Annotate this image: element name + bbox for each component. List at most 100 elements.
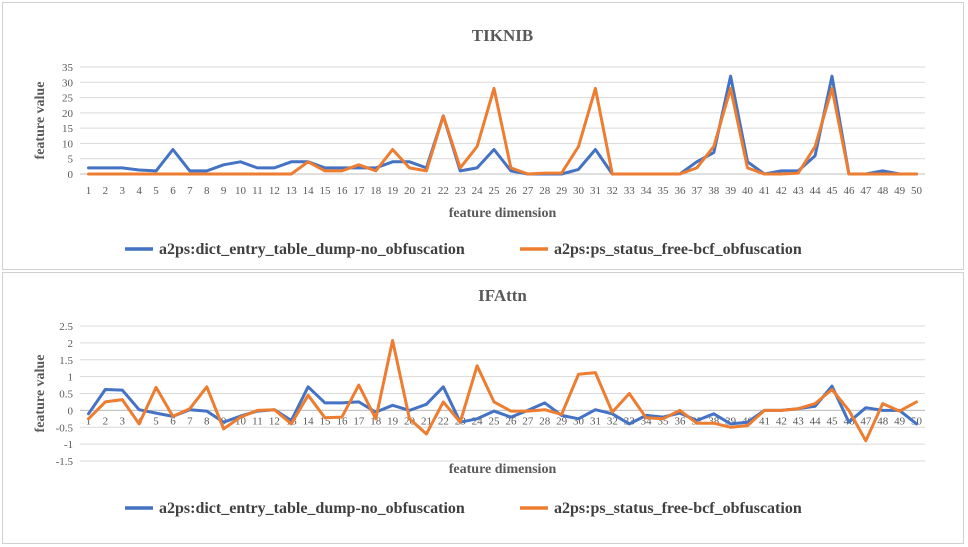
x-tick-label: 17 [353,185,365,197]
x-tick-label: 10 [235,415,247,427]
y-tick-label: 1 [68,372,74,384]
x-tick-label: 32 [607,185,618,197]
x-tick-label: 17 [353,415,365,427]
x-tick-label: 35 [658,185,670,197]
y-axis-title: feature value [33,82,48,160]
series-line-2 [87,86,918,176]
x-tick-label: 47 [860,185,872,197]
x-tick-label: 48 [877,415,889,427]
x-tick-label: 12 [269,185,280,197]
y-tick-label: 0 [68,405,74,417]
x-tick-label: 44 [810,185,822,197]
x-tick-label: 9 [221,185,227,197]
chart-title: TIKNIB [472,26,533,45]
x-tick-label: 43 [793,185,805,197]
y-tick-label: 30 [62,77,74,89]
chart-panel-tiknib: TIKNIB 0 5 10 15 20 25 30 35 1 2 3 4 5 6 7 8 9 10 11 12 13 14 1… [2,2,964,270]
x-tick-label: 29 [556,415,568,427]
x-tick-label: 36 [674,415,686,427]
x-tick-label: 14 [303,185,315,197]
legend-label-2: a2ps:ps_status_free-bcf_obfuscation [554,500,802,517]
x-tick-label: 41 [759,185,770,197]
x-tick-label: 41 [759,415,770,427]
x-tick-label: 50 [911,415,923,427]
y-tick-label: -1 [64,439,73,451]
legend-label-1: a2ps:dict_entry_table_dump-no_obfuscatio… [159,500,465,517]
y-tick-label: -0.5 [56,422,74,434]
x-tick-label: 11 [252,185,263,197]
y-tick-label: 5 [68,154,74,166]
chart-panel-ifattn: IFAttn -1.5 -1 -0.5 0 0.5 1 1.5 2 2.5 1 2 3 4 5 6 7 8 9 10 1… [2,272,964,544]
y-tick-label: 25 [62,93,74,105]
y-tick-label: 0.5 [59,389,73,401]
x-tick-label: 2 [103,185,109,197]
x-tick-label: 19 [387,415,399,427]
x-tick-label: 21 [421,185,432,197]
x-tick-label: 25 [489,415,501,427]
x-tick-label: 45 [827,185,839,197]
x-tick-label: 33 [624,185,636,197]
y-tick-label: 2.5 [59,321,73,333]
y-tick-label: 10 [62,138,74,150]
x-tick-label: 5 [153,185,159,197]
x-tick-label: 30 [573,415,585,427]
x-tick-label: 27 [522,415,534,427]
x-tick-label: 25 [489,185,501,197]
x-tick-label: 22 [438,185,449,197]
x-tick-label: 7 [187,185,193,197]
x-tick-label: 18 [370,185,382,197]
x-tick-label: 45 [827,415,839,427]
x-tick-label: 34 [641,185,653,197]
x-tick-label: 4 [136,185,142,197]
x-tick-label: 22 [438,415,449,427]
x-tick-label: 36 [674,185,686,197]
x-tick-label: 2 [103,415,109,427]
x-tick-label: 15 [320,185,332,197]
x-tick-label: 38 [708,415,720,427]
x-tick-label: 48 [877,185,889,197]
x-tick-label: 24 [472,185,484,197]
x-tick-label: 27 [522,185,534,197]
x-tick-label: 20 [404,185,416,197]
x-tick-label: 11 [252,415,263,427]
x-tick-label: 16 [336,415,348,427]
x-tick-label: 26 [505,415,517,427]
x-tick-label: 6 [170,415,176,427]
x-tick-label: 15 [320,415,332,427]
x-tick-label: 16 [336,185,348,197]
x-tick-label: 1 [86,185,92,197]
x-tick-label: 28 [539,185,551,197]
series-line-2 [87,339,918,443]
x-tick-label: 49 [894,415,906,427]
x-tick-label: 40 [742,185,754,197]
x-tick-label: 32 [607,415,618,427]
chart-title: IFAttn [478,286,527,305]
x-tick-label: 42 [776,415,787,427]
x-tick-label: 26 [505,185,517,197]
x-tick-label: 39 [725,415,737,427]
x-tick-label: 46 [843,185,855,197]
x-tick-label: 28 [539,415,551,427]
x-tick-label: 1 [86,415,92,427]
x-tick-label: 37 [691,185,703,197]
x-tick-label: 29 [556,185,568,197]
x-tick-label: 18 [370,415,382,427]
x-tick-label: 6 [170,185,176,197]
y-tick-label: 20 [62,108,74,120]
x-axis-title: feature dimension [449,462,557,477]
x-tick-label: 8 [204,185,210,197]
x-tick-label: 38 [708,185,720,197]
chart-ifattn: IFAttn-1.5-1-0.500.511.522.51 2 3 4 5 6 7 8 9 10 1… [33,286,925,517]
y-tick-label: 15 [62,123,74,135]
x-axis-title: feature dimension [449,206,557,221]
x-tick-label: 3 [120,185,126,197]
x-tick-label: 49 [894,185,906,197]
x-tick-label: 47 [860,415,872,427]
x-tick-label: 23 [455,185,467,197]
y-tick-label: 1.5 [59,355,73,367]
legend-label-2: a2ps:ps_status_free-bcf_obfuscation [554,241,802,258]
x-tick-label: 39 [725,185,737,197]
x-tick-label: 35 [658,415,670,427]
x-tick-label: 8 [204,415,210,427]
